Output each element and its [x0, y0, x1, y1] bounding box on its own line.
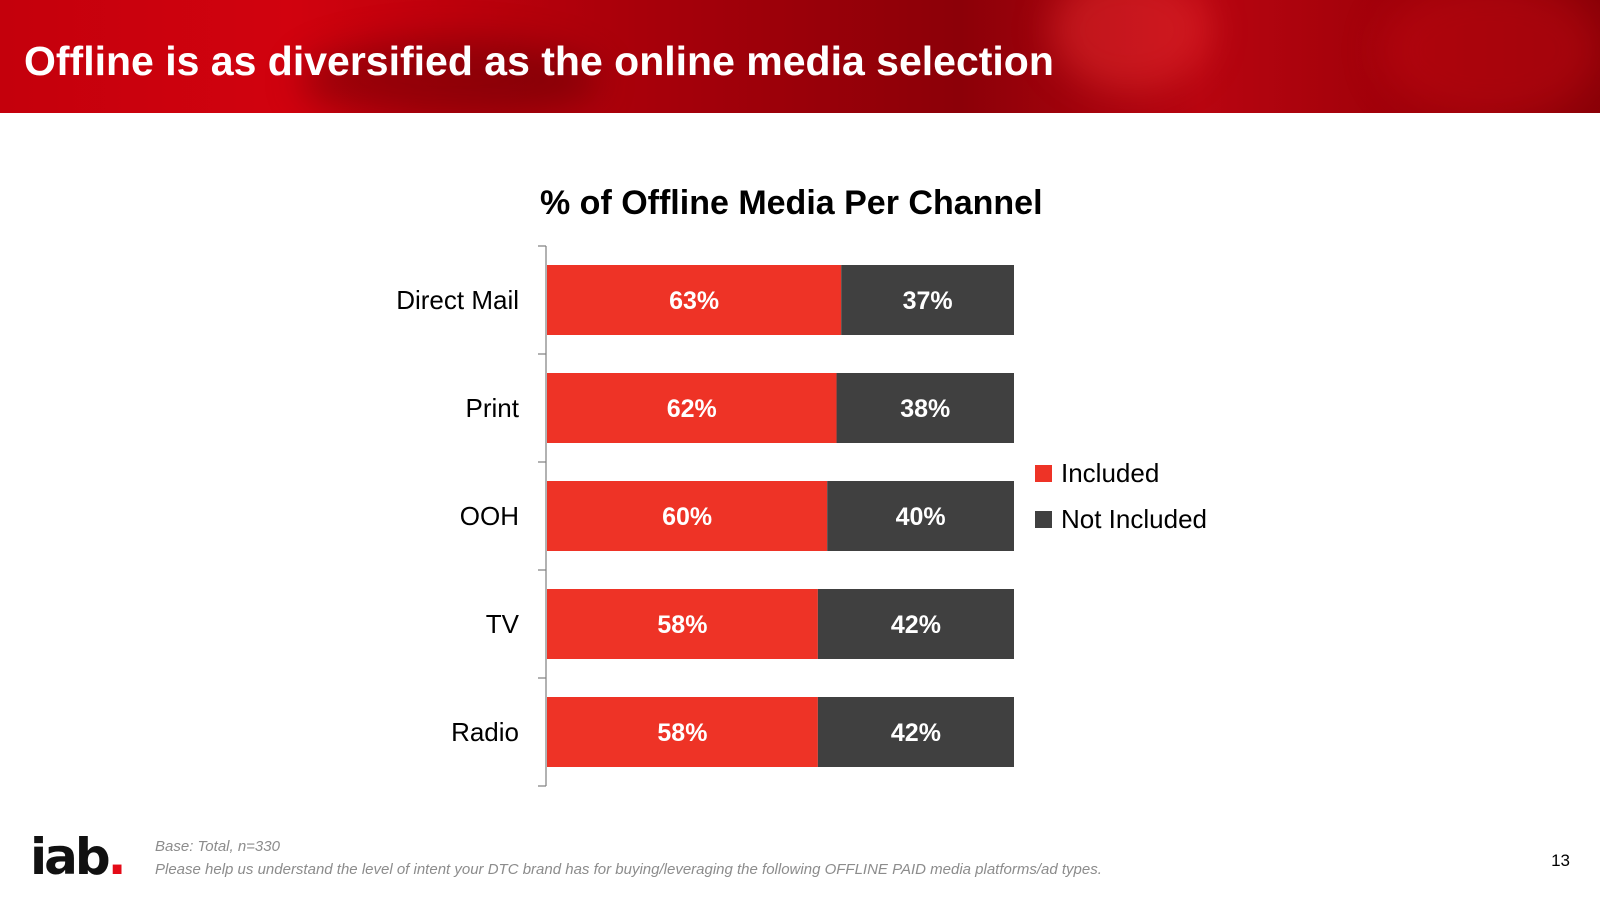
bar-included — [547, 697, 818, 767]
footnote-base: Base: Total, n=330 — [155, 838, 280, 855]
data-label: 60% — [662, 503, 712, 531]
data-label: 37% — [903, 287, 953, 315]
iab-logo: iab. — [30, 832, 127, 882]
bar-included — [547, 373, 837, 443]
legend-swatch-not-included — [1035, 510, 1052, 528]
bar-not-included — [817, 697, 1014, 767]
header-banner: Offline is as diversified as the online … — [0, 0, 1600, 113]
y-tick-label: Radio — [451, 717, 519, 747]
page-title: Offline is as diversified as the online … — [24, 38, 1054, 84]
bar-included — [547, 589, 818, 659]
bar-not-included — [841, 265, 1014, 335]
data-label: 42% — [891, 611, 941, 639]
legend-item-included: Included — [1035, 450, 1207, 496]
logo-dot: . — [107, 828, 127, 886]
footnote-question: Please help us understand the level of i… — [155, 861, 1102, 878]
bar-not-included — [836, 373, 1014, 443]
data-label: 42% — [891, 719, 941, 747]
data-label: 63% — [669, 287, 719, 315]
legend-label-included: Included — [1061, 457, 1160, 488]
chart-title: % of Offline Media Per Channel — [540, 184, 1043, 222]
legend-swatch-included — [1035, 464, 1052, 482]
data-label: 62% — [667, 395, 717, 423]
data-label: 58% — [657, 719, 707, 747]
y-tick-label: Direct Mail — [396, 285, 519, 315]
y-tick-label: TV — [486, 609, 520, 639]
data-label: 40% — [896, 503, 946, 531]
data-label: 38% — [900, 395, 950, 423]
bar-included — [547, 265, 842, 335]
y-tick-label: OOH — [460, 501, 519, 531]
legend-label-not-included: Not Included — [1061, 503, 1207, 534]
bar-included — [547, 481, 828, 551]
page-number: 13 — [1551, 851, 1570, 870]
bar-not-included — [827, 481, 1014, 551]
legend-item-not-included: Not Included — [1035, 496, 1207, 542]
y-tick-label: Print — [466, 393, 520, 423]
logo-text: iab — [30, 828, 111, 886]
data-label: 58% — [657, 611, 707, 639]
bar-not-included — [817, 589, 1014, 659]
chart-legend: Included Not Included — [1035, 450, 1207, 542]
